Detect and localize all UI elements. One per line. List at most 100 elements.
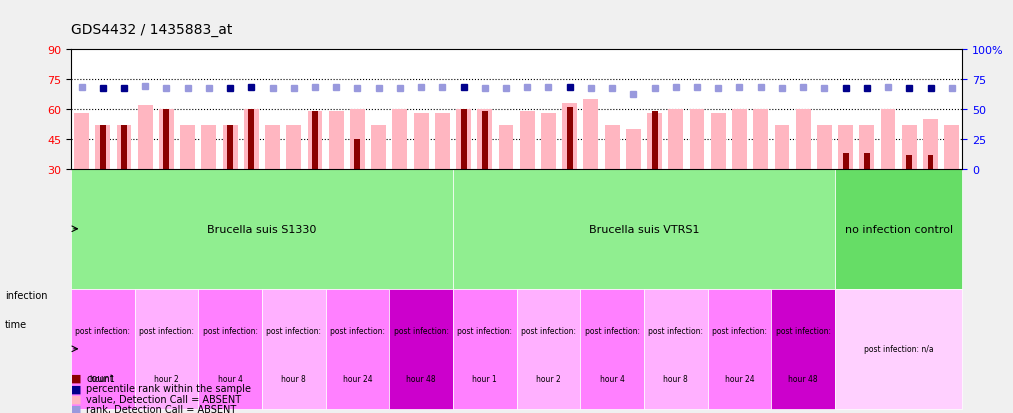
Text: post infection:: post infection: — [203, 327, 257, 335]
Text: post infection:: post infection: — [712, 327, 767, 335]
Text: post infection:: post infection: — [266, 327, 321, 335]
Bar — [583, 100, 599, 169]
Bar — [605, 126, 620, 169]
Bar — [566, 107, 572, 169]
Bar — [775, 126, 789, 169]
Bar — [392, 109, 407, 169]
Bar — [371, 126, 386, 169]
Text: ■: ■ — [71, 373, 81, 383]
FancyBboxPatch shape — [835, 289, 962, 409]
Text: hour 24: hour 24 — [724, 375, 755, 383]
Bar — [121, 126, 127, 169]
Bar — [859, 126, 874, 169]
Text: post infection:: post infection: — [457, 327, 513, 335]
FancyBboxPatch shape — [199, 289, 262, 409]
FancyBboxPatch shape — [262, 289, 325, 409]
Bar — [669, 109, 683, 169]
Text: hour 8: hour 8 — [664, 375, 688, 383]
Bar — [562, 104, 577, 169]
Bar — [626, 129, 641, 169]
Bar — [647, 114, 663, 169]
Bar — [651, 112, 657, 169]
Text: hour 24: hour 24 — [342, 375, 372, 383]
Text: Brucella suis VTRS1: Brucella suis VTRS1 — [589, 224, 699, 234]
Text: ■: ■ — [71, 383, 81, 393]
Bar — [312, 112, 318, 169]
Text: hour 2: hour 2 — [536, 375, 561, 383]
Bar — [244, 109, 258, 169]
Text: percentile rank within the sample: percentile rank within the sample — [86, 383, 251, 393]
Bar — [329, 112, 343, 169]
FancyBboxPatch shape — [835, 169, 962, 289]
Bar — [435, 114, 450, 169]
Text: post infection:: post infection: — [139, 327, 193, 335]
Text: hour 1: hour 1 — [472, 375, 497, 383]
Bar — [248, 109, 254, 169]
Bar — [754, 109, 768, 169]
Text: time: time — [5, 319, 27, 329]
Text: rank, Detection Call = ABSENT: rank, Detection Call = ABSENT — [86, 404, 236, 413]
Bar — [482, 112, 488, 169]
FancyBboxPatch shape — [517, 289, 580, 409]
Bar — [202, 126, 217, 169]
Text: hour 4: hour 4 — [600, 375, 625, 383]
Text: post infection:: post infection: — [776, 327, 831, 335]
FancyBboxPatch shape — [325, 289, 389, 409]
Bar — [456, 109, 471, 169]
Bar — [308, 112, 322, 169]
FancyBboxPatch shape — [453, 289, 517, 409]
Text: hour 4: hour 4 — [218, 375, 242, 383]
Bar — [690, 109, 704, 169]
Bar — [732, 109, 747, 169]
Text: post infection: n/a: post infection: n/a — [864, 344, 934, 354]
Bar — [116, 126, 132, 169]
Bar — [928, 155, 934, 169]
Bar — [541, 114, 556, 169]
Text: post infection:: post infection: — [585, 327, 639, 335]
Bar — [138, 105, 153, 169]
Bar — [265, 126, 280, 169]
Text: value, Detection Call = ABSENT: value, Detection Call = ABSENT — [86, 394, 241, 404]
Text: Brucella suis S1330: Brucella suis S1330 — [208, 224, 317, 234]
Bar — [461, 109, 467, 169]
Text: hour 2: hour 2 — [154, 375, 179, 383]
Bar — [864, 153, 870, 169]
FancyBboxPatch shape — [71, 169, 453, 289]
Bar — [159, 109, 174, 169]
Text: hour 48: hour 48 — [788, 375, 817, 383]
Text: post infection:: post infection: — [330, 327, 385, 335]
Text: hour 8: hour 8 — [282, 375, 306, 383]
Text: hour 1: hour 1 — [90, 375, 115, 383]
FancyBboxPatch shape — [453, 169, 835, 289]
Bar — [180, 126, 196, 169]
FancyBboxPatch shape — [708, 289, 771, 409]
Bar — [350, 109, 365, 169]
Text: post infection:: post infection: — [394, 327, 449, 335]
Bar — [843, 153, 849, 169]
Bar — [816, 126, 832, 169]
Bar — [923, 119, 938, 169]
Text: infection: infection — [5, 290, 48, 300]
Bar — [838, 126, 853, 169]
Text: ■: ■ — [71, 404, 81, 413]
FancyBboxPatch shape — [771, 289, 835, 409]
Text: post infection:: post infection: — [75, 327, 131, 335]
Text: post infection:: post infection: — [521, 327, 576, 335]
Bar — [355, 140, 361, 169]
Bar — [880, 109, 895, 169]
Bar — [944, 126, 959, 169]
Bar — [907, 155, 913, 169]
Text: no infection control: no infection control — [845, 224, 953, 234]
Bar — [711, 114, 725, 169]
Bar — [520, 112, 535, 169]
Text: count: count — [86, 373, 113, 383]
FancyBboxPatch shape — [135, 289, 199, 409]
Text: post infection:: post infection: — [648, 327, 703, 335]
Bar — [498, 126, 514, 169]
Text: ■: ■ — [71, 394, 81, 404]
FancyBboxPatch shape — [580, 289, 644, 409]
Text: GDS4432 / 1435883_at: GDS4432 / 1435883_at — [71, 23, 232, 37]
Bar — [223, 126, 237, 169]
Bar — [902, 126, 917, 169]
Bar — [227, 126, 233, 169]
